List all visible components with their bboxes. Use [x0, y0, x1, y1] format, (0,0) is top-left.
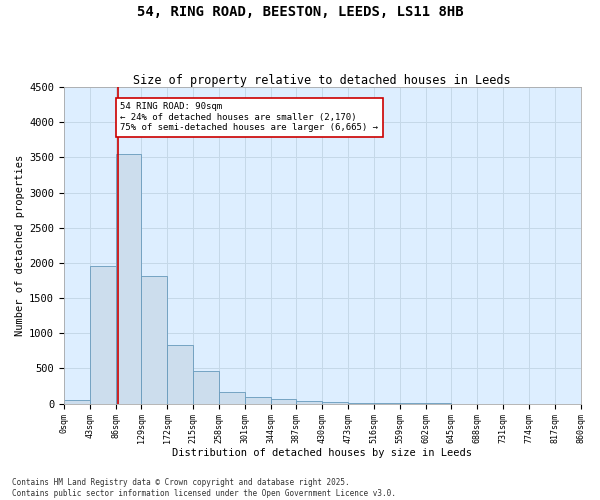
- Bar: [193, 371, 219, 404]
- Bar: [322, 402, 348, 404]
- Text: 54, RING ROAD, BEESTON, LEEDS, LS11 8HB: 54, RING ROAD, BEESTON, LEEDS, LS11 8HB: [137, 5, 463, 19]
- Bar: [219, 392, 245, 404]
- Bar: [296, 401, 322, 404]
- Bar: [142, 276, 167, 404]
- Title: Size of property relative to detached houses in Leeds: Size of property relative to detached ho…: [133, 74, 511, 87]
- Bar: [64, 400, 90, 404]
- Text: Contains HM Land Registry data © Crown copyright and database right 2025.
Contai: Contains HM Land Registry data © Crown c…: [12, 478, 396, 498]
- X-axis label: Distribution of detached houses by size in Leeds: Distribution of detached houses by size …: [172, 448, 472, 458]
- Text: 54 RING ROAD: 90sqm
← 24% of detached houses are smaller (2,170)
75% of semi-det: 54 RING ROAD: 90sqm ← 24% of detached ho…: [121, 102, 379, 132]
- Bar: [167, 344, 193, 404]
- Bar: [90, 266, 116, 404]
- Bar: [348, 403, 374, 404]
- Bar: [245, 396, 271, 404]
- Y-axis label: Number of detached properties: Number of detached properties: [15, 154, 25, 336]
- Bar: [271, 400, 296, 404]
- Bar: [116, 154, 142, 404]
